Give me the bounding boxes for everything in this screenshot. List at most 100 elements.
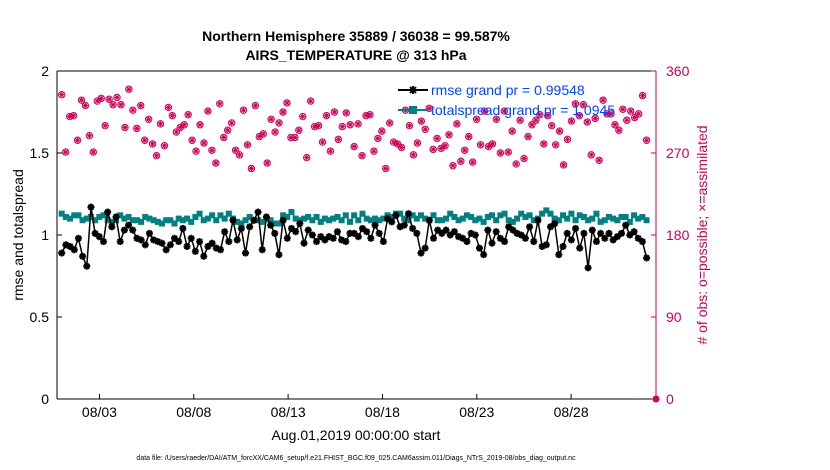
totalspread-point [71,212,78,219]
obs-possible-point [85,131,94,140]
obs-assimilated-point [118,102,124,108]
totalspread-point [622,213,629,220]
totalspread-point [363,215,370,222]
obs-possible-point [631,113,639,122]
totalspread-point [430,212,437,219]
obs-possible-point [386,119,394,127]
obs-assimilated-point [422,126,428,132]
left-y-axis-ticks: 0 0.5 1 1.5 2 [30,63,62,407]
obs-possible-point [540,140,548,148]
totalspread-point [618,213,625,220]
totalspread-point [551,215,558,222]
totalspread-point [497,212,504,219]
obs-assimilated-point [525,134,531,140]
obs-possible-point [322,111,331,120]
totalspread-point [167,217,174,224]
x-tick-label: 08/03 [82,404,117,420]
obs-assimilated-point [572,101,578,107]
totalspread-point [67,215,74,222]
obs-assimilated-point [300,114,306,120]
rmse-point [87,203,95,211]
totalspread-point [417,212,424,219]
rmse-point [438,229,446,237]
totalspread-point [568,210,575,217]
rmse-point [588,226,596,234]
totalspread-point [192,213,199,220]
rmse-point [475,244,483,252]
rmse-point [120,226,128,234]
totalspread-point [547,210,554,217]
obs-assimilated-point [355,121,361,127]
rmse-point [354,233,362,241]
rmse-point [463,238,471,246]
totalspread-point [451,213,458,220]
obs-possible-point [634,110,643,118]
obs-possible-point [137,101,145,110]
obs-possible-point [611,121,619,129]
totalspread-point [484,213,491,220]
left-y-tick-label: 1 [41,227,49,243]
rmse-point [379,238,387,246]
totalspread-point [359,210,366,217]
obs-possible-point [156,120,165,128]
obs-possible-point [61,148,70,156]
obs-possible-point [461,146,469,154]
rmse-point [480,251,488,259]
totalspread-point [209,212,216,219]
obs-assimilated-point [347,122,353,128]
totalspread-point [443,215,450,222]
totalspread-point [100,212,107,219]
obs-assimilated-point [240,107,246,113]
totalspread-point [104,217,111,224]
rmse-point [338,236,346,244]
obs-assimilated-point [225,127,231,133]
totalspread-point [204,215,211,222]
rmse-point [542,241,550,249]
totalspread-point [146,215,153,222]
obs-assimilated-point [142,137,148,143]
obs-assimilated-point [106,96,112,102]
obs-assimilated-point [343,110,349,116]
totalspread-point [238,220,245,227]
rmse-point [388,218,396,226]
obs-assimilated-point [628,108,634,114]
legend-rmse-marker [409,86,417,94]
x-tick-label: 08/18 [365,404,400,420]
totalspread-point [334,213,341,220]
totalspread-point [175,215,182,222]
rmse-point [425,216,433,224]
obs-possible-point [196,121,204,129]
obs-possible-point [259,130,267,138]
obs-possible-point [168,111,177,120]
rmse-point [187,234,195,242]
obs-possible-point [429,145,437,154]
totalspread-point [509,218,516,225]
obs-assimilated-point [446,132,452,138]
rmse-point [191,247,199,255]
totalspread-point [367,217,374,224]
right-y-tick-label: 270 [666,145,690,161]
rmse-point [95,233,103,241]
obs-possible-point [536,111,544,119]
obs-possible-point [97,94,105,103]
obs-possible-point [496,149,505,157]
rmse-point [613,233,621,241]
totalspread-point [217,212,224,219]
rmse-point [367,234,375,242]
obs-possible-point [81,101,90,110]
obs-possible-point [528,121,536,129]
rmse-point [430,234,438,242]
obs-assimilated-point [205,108,211,114]
rmse-point [292,228,300,236]
obs-possible-point [623,116,631,124]
obs-assimilated-point [264,160,270,166]
obs-assimilated-point [458,158,464,164]
obs-assimilated-point [375,135,381,141]
legend-rmse-label: rmse grand pr = 0.99548 [431,82,585,98]
obs-possible-point [555,127,564,135]
obs-assimilated-point [185,112,191,118]
obs-assimilated-point [418,118,424,124]
obs-possible-point [516,116,524,124]
x-axis-ticks: 08/03 08/08 08/13 08/18 08/23 08/28 [82,394,589,420]
rmse-point [559,242,567,250]
